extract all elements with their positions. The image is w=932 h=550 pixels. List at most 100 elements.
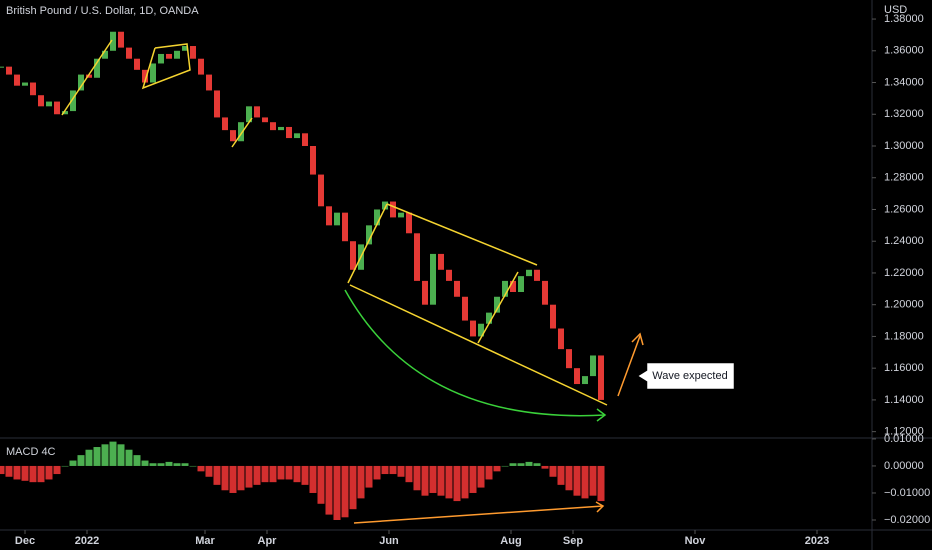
- candle: [350, 241, 356, 270]
- trend-line: [61, 39, 113, 116]
- macd-bar: [525, 461, 533, 466]
- candle: [366, 225, 372, 245]
- candle: [422, 280, 428, 305]
- candle: [14, 74, 20, 86]
- y-tick-label: 1.24000: [884, 235, 924, 247]
- candle: [318, 174, 324, 207]
- macd-bar: [445, 465, 453, 499]
- candle: [0, 66, 4, 68]
- macd-bar: [141, 460, 149, 466]
- candle: [158, 53, 164, 64]
- macd-bar: [509, 463, 517, 466]
- candle: [542, 280, 548, 305]
- candle: [118, 31, 124, 48]
- candle: [518, 276, 524, 292]
- macd-bar: [493, 465, 501, 472]
- macd-bar: [101, 444, 109, 466]
- macd-bar: [253, 465, 261, 485]
- x-tick-label: Jun: [379, 535, 399, 547]
- candle: [342, 212, 348, 242]
- candle: [110, 31, 116, 51]
- indicator-title: MACD 4C: [6, 446, 56, 458]
- candle: [486, 312, 492, 324]
- candle: [438, 253, 444, 270]
- x-tick-label: Aug: [500, 535, 521, 547]
- candle: [502, 280, 508, 297]
- macd-bar: [413, 465, 421, 491]
- candle: [38, 95, 44, 107]
- x-tick-label: 2022: [75, 535, 99, 547]
- candle: [46, 101, 52, 107]
- macd-bar: [469, 465, 477, 493]
- candle: [550, 304, 556, 329]
- candle: [334, 212, 340, 226]
- macd-bar: [13, 465, 21, 480]
- macd-bar: [53, 465, 61, 475]
- trend-line: [231, 117, 253, 148]
- y-tick-label: 1.36000: [884, 45, 924, 57]
- y-tick-label: 1.12000: [884, 426, 924, 438]
- macd-bar: [61, 465, 69, 467]
- candle: [214, 90, 220, 118]
- candle: [238, 122, 244, 142]
- macd-bar: [429, 465, 437, 493]
- candle: [558, 328, 564, 350]
- candle: [446, 269, 452, 281]
- channel-bottom: [349, 284, 608, 406]
- macd-bar: [325, 465, 333, 515]
- macd-bar: [77, 455, 85, 466]
- macd-bar: [317, 465, 325, 504]
- y-tick-label: −0.02000: [884, 514, 930, 526]
- macd-bar: [85, 449, 93, 466]
- macd-bar: [21, 465, 29, 481]
- candle: [262, 117, 268, 123]
- macd-bar: [421, 465, 429, 496]
- candle: [590, 355, 596, 377]
- candle: [142, 69, 148, 83]
- macd-bar: [501, 465, 509, 467]
- candle: [230, 130, 236, 142]
- macd-bar: [573, 465, 581, 496]
- macd-bar: [533, 463, 541, 466]
- macd-bar: [541, 465, 549, 469]
- candle: [62, 111, 68, 115]
- y-tick-label: 1.22000: [884, 267, 924, 279]
- candle: [102, 50, 108, 59]
- macd-bar: [373, 465, 381, 480]
- y-tick-label: 1.38000: [884, 13, 924, 25]
- macd-bar: [237, 465, 245, 491]
- candle: [54, 101, 60, 115]
- macd-bar: [269, 465, 277, 483]
- macd-bar: [5, 465, 13, 477]
- candle: [470, 320, 476, 337]
- macd-bar: [261, 465, 269, 483]
- macd-bar: [581, 465, 589, 499]
- candle: [22, 82, 28, 86]
- macd-bar: [37, 465, 45, 483]
- candle: [454, 280, 460, 297]
- macd-bar: [189, 465, 197, 467]
- candle: [374, 209, 380, 226]
- macd-bar: [109, 441, 117, 466]
- macd-bar: [69, 460, 77, 466]
- y-tick-label: 1.14000: [884, 394, 924, 406]
- trend-line: [347, 203, 388, 284]
- candle: [414, 233, 420, 281]
- candle: [6, 66, 12, 75]
- y-tick-label: 1.32000: [884, 108, 924, 120]
- macd-bar: [285, 465, 293, 480]
- candle: [478, 323, 484, 337]
- macd-bar: [381, 465, 389, 475]
- macd-bar: [397, 465, 405, 477]
- y-tick-label: 1.28000: [884, 172, 924, 184]
- macd-bar: [93, 447, 101, 466]
- x-tick-label: Mar: [195, 535, 215, 547]
- macd-bar: [485, 465, 493, 480]
- arrow-head: [595, 501, 605, 513]
- candle: [398, 212, 404, 218]
- x-tick-label: Nov: [685, 535, 707, 547]
- macd-bar: [197, 465, 205, 472]
- macd-bar: [149, 463, 157, 466]
